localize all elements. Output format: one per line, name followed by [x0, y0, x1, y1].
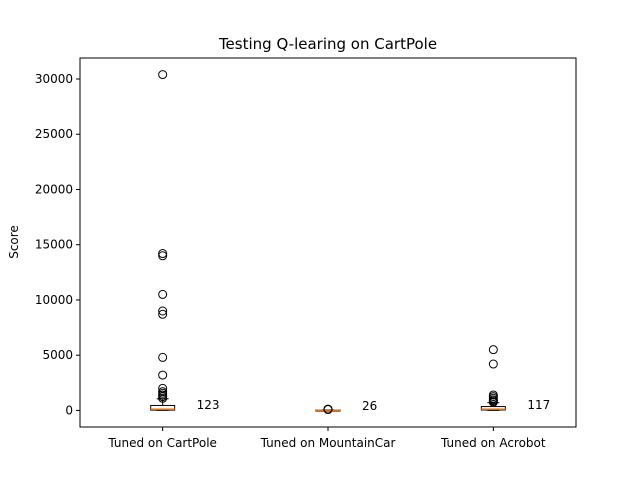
x-tick-label: Tuned on CartPole [107, 436, 217, 450]
y-tick-label: 15000 [35, 238, 73, 252]
y-tick-label: 25000 [35, 127, 73, 141]
y-tick-label: 20000 [35, 182, 73, 196]
y-tick-label: 5000 [42, 348, 73, 362]
outlier-point [158, 249, 168, 259]
outlier-point [488, 390, 498, 400]
outlier-point [158, 352, 168, 362]
outlier-point [323, 404, 333, 414]
chart-title: Testing Q-learing on CartPole [218, 35, 437, 53]
median-annotation: 26 [362, 399, 377, 413]
outlier-point [158, 289, 168, 299]
y-tick-label: 30000 [35, 72, 73, 86]
y-axis-label: Score [7, 225, 21, 259]
plot-area: 0 5000 10000 15000 20000 25000 30000 Tuned on C… [35, 70, 550, 450]
axes-frame [79, 57, 577, 428]
outlier-point [158, 306, 168, 316]
x-tick-label: Tuned on Acrobot [440, 436, 546, 450]
median-annotation: 117 [527, 398, 550, 412]
median-annotation: 123 [197, 398, 220, 412]
outlier-point [158, 251, 168, 261]
outlier-point [488, 359, 498, 369]
box-body [150, 404, 176, 411]
outlier-point [158, 70, 168, 80]
outlier-point [158, 370, 168, 380]
outlier-point [158, 383, 168, 393]
y-tick-label: 0 [65, 403, 73, 417]
y-tick-label: 10000 [35, 293, 73, 307]
outlier-point [158, 387, 168, 397]
outlier-point [158, 309, 168, 319]
x-tick-label: Tuned on MountainCar [260, 436, 396, 450]
outlier-point [488, 345, 498, 355]
